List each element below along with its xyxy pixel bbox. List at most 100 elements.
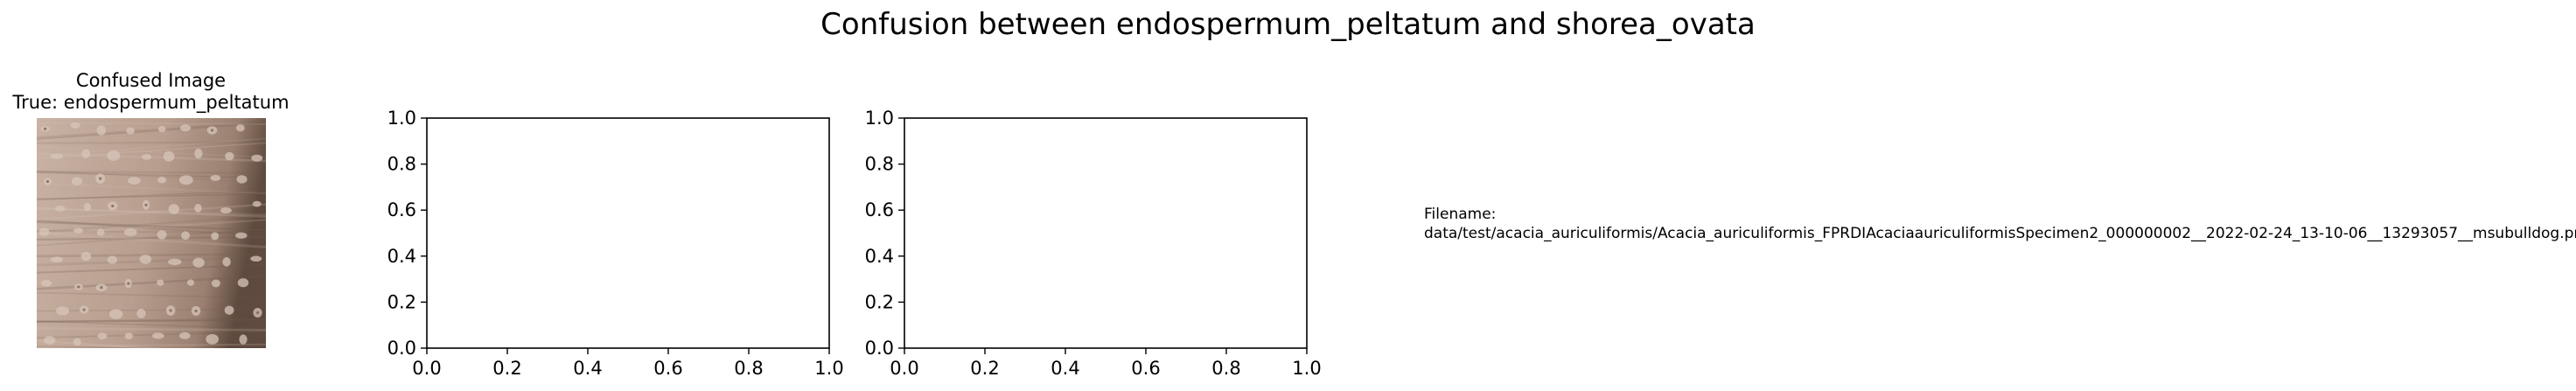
pore xyxy=(96,125,107,136)
pore xyxy=(178,175,193,185)
pore xyxy=(126,127,135,135)
pore xyxy=(157,126,166,133)
confused-image xyxy=(37,118,266,348)
axes-frame xyxy=(426,117,830,349)
x-tick-label: 0.6 xyxy=(1131,358,1160,379)
pore xyxy=(225,151,234,161)
x-tick-label: 0.0 xyxy=(412,358,441,379)
pore xyxy=(239,334,248,345)
pore xyxy=(157,177,167,184)
y-tick-label: 0.8 xyxy=(865,154,894,175)
pore xyxy=(124,332,134,340)
pore xyxy=(50,153,64,159)
grain-line xyxy=(37,319,266,323)
pore xyxy=(136,309,146,318)
grain-line xyxy=(37,137,266,157)
pore-center xyxy=(44,127,47,130)
grain-line xyxy=(37,327,266,332)
pore xyxy=(168,258,182,266)
pore xyxy=(163,150,175,162)
image-panel-title: Confused Image True: endospermum_peltatu… xyxy=(0,70,302,114)
y-tick-label: 0.4 xyxy=(865,246,894,267)
grain-line xyxy=(37,231,266,248)
x-tick-label: 1.0 xyxy=(814,358,843,379)
pore xyxy=(252,200,262,207)
pore xyxy=(127,177,141,185)
grain-line xyxy=(37,192,266,200)
empty-axes-1: 0.0 0.2 0.4 0.6 0.8 1.0 0.0 0.2 0.4 0.6 0.8 1.0 xyxy=(387,108,844,379)
pore xyxy=(108,309,123,319)
pore-center xyxy=(255,311,260,315)
pore xyxy=(81,149,91,158)
grain-lines xyxy=(37,118,266,348)
pore xyxy=(194,148,203,159)
y-tick-label: 1.0 xyxy=(387,108,416,129)
pore xyxy=(107,255,118,264)
grain-line xyxy=(37,228,266,247)
grain-line xyxy=(37,220,266,232)
grain-line xyxy=(37,253,266,258)
pore xyxy=(70,122,80,129)
pore xyxy=(192,257,205,268)
x-tick-label: 0.0 xyxy=(890,358,918,379)
y-tick-label: 0.2 xyxy=(387,291,416,312)
pore xyxy=(222,256,231,267)
grain-line xyxy=(37,345,151,348)
pore xyxy=(250,255,262,262)
pore xyxy=(157,230,167,240)
pore xyxy=(194,204,202,213)
grain-line xyxy=(37,170,266,175)
pore xyxy=(179,124,192,132)
pore xyxy=(251,154,263,162)
pore xyxy=(54,206,66,212)
grain-line xyxy=(37,320,266,330)
grain-line xyxy=(37,207,266,217)
grain-line xyxy=(37,206,266,218)
x-tick-label: 0.6 xyxy=(653,358,682,379)
pore-center xyxy=(99,177,102,180)
pore xyxy=(186,279,195,286)
y-tick-label: 0.8 xyxy=(387,154,416,175)
pore-center xyxy=(144,203,148,206)
pore-center xyxy=(127,282,130,285)
pore xyxy=(40,280,52,287)
grain-line xyxy=(37,219,266,238)
grain-line xyxy=(37,190,266,201)
y-tick-label: 0.6 xyxy=(865,199,894,220)
pore xyxy=(139,255,152,264)
pore-center xyxy=(77,285,80,289)
pore xyxy=(38,227,50,236)
empty-axes-2: 0.0 0.2 0.4 0.6 0.8 1.0 0.0 0.2 0.4 0.6 0.8 1.0 xyxy=(865,108,1322,379)
x-tick-label: 1.0 xyxy=(1292,358,1321,379)
x-tick-label: 0.4 xyxy=(573,358,602,379)
x-tick-label: 0.8 xyxy=(734,358,763,379)
pore-center xyxy=(111,204,115,208)
pore xyxy=(206,333,219,345)
pore xyxy=(180,231,191,241)
y-tick-label: 0.6 xyxy=(387,199,416,220)
grain-line xyxy=(37,170,266,184)
filename-text: Filename: data/test/acacia_auriculiformi… xyxy=(1424,205,2576,243)
x-tick-label: 0.2 xyxy=(492,358,521,379)
pore xyxy=(211,279,220,288)
filename-label: Filename: xyxy=(1424,206,1497,223)
pore xyxy=(141,154,152,160)
x-tick-label: 0.8 xyxy=(1211,358,1240,379)
pore xyxy=(237,278,249,288)
pore-center xyxy=(45,179,50,184)
x-tick-label: 0.4 xyxy=(1051,358,1079,379)
pore-spots xyxy=(38,122,263,346)
pore xyxy=(235,232,248,239)
pore xyxy=(50,256,63,262)
pore xyxy=(96,228,105,236)
image-title-line2: True: endospermum_peltatum xyxy=(12,92,290,113)
pore xyxy=(178,332,191,339)
grain-line xyxy=(37,122,266,138)
grain-line xyxy=(37,142,266,159)
pore xyxy=(43,336,56,345)
pore xyxy=(235,124,245,132)
pore xyxy=(236,175,248,184)
pore xyxy=(71,177,83,186)
grain-line xyxy=(37,318,266,324)
